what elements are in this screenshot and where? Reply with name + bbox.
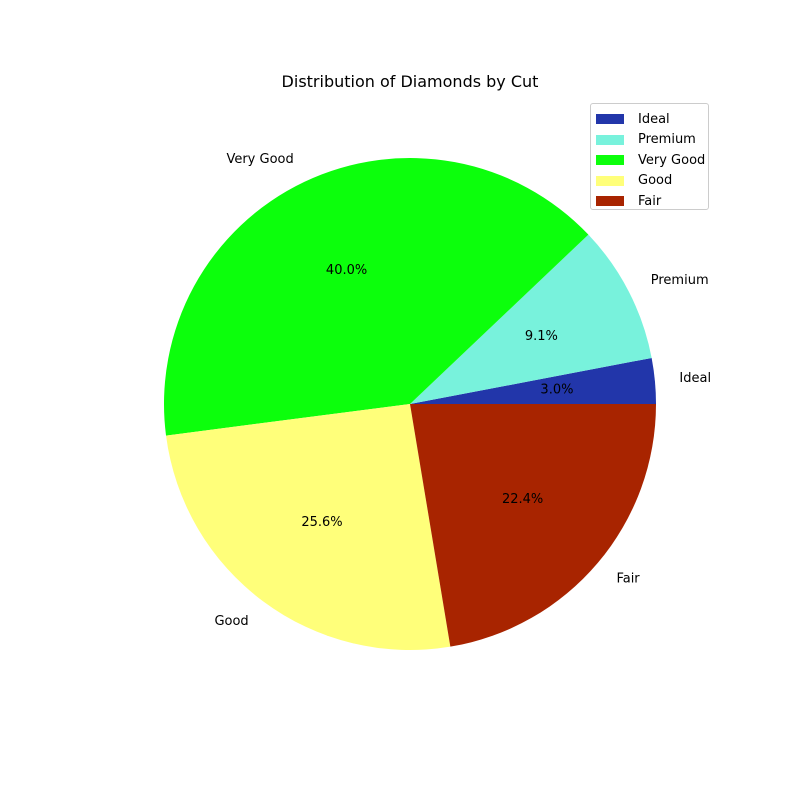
chart-title: Distribution of Diamonds by Cut — [281, 72, 539, 91]
pie-slice-very-good — [163, 158, 589, 436]
slice-label-good: Good — [214, 614, 248, 629]
legend-item-good: Good — [591, 171, 708, 192]
legend-swatch-good — [596, 175, 624, 186]
pie-slice-fair — [410, 404, 656, 647]
legend-item-fair: Fair — [591, 191, 708, 212]
legend-label-ideal: Ideal — [638, 111, 670, 127]
pie-slice-ideal — [410, 357, 656, 404]
percent-label-very-good: 40.0% — [326, 263, 367, 278]
percent-label-premium: 9.1% — [525, 329, 558, 344]
legend-swatch-fair — [596, 196, 624, 207]
slice-label-ideal: Ideal — [679, 371, 711, 386]
slice-label-very-good: Very Good — [226, 152, 293, 167]
legend: Ideal Premium Very Good Good Fair — [590, 103, 709, 210]
percent-label-ideal: 3.0% — [540, 383, 573, 398]
legend-label-very-good: Very Good — [638, 152, 706, 168]
legend-label-premium: Premium — [638, 132, 696, 148]
legend-label-good: Good — [638, 173, 673, 189]
legend-swatch-ideal — [596, 114, 624, 125]
legend-swatch-premium — [596, 134, 624, 145]
legend-item-ideal: Ideal — [591, 109, 708, 130]
slice-label-fair: Fair — [616, 571, 640, 586]
percent-label-good: 25.6% — [301, 515, 342, 530]
legend-swatch-very-good — [596, 155, 624, 166]
pie-slice-premium — [410, 234, 652, 404]
slice-label-premium: Premium — [651, 273, 709, 288]
percent-label-fair: 22.4% — [502, 492, 543, 507]
pie-slice-good — [166, 404, 451, 650]
legend-item-very-good: Very Good — [591, 150, 708, 171]
legend-label-fair: Fair — [638, 193, 662, 209]
legend-item-premium: Premium — [591, 130, 708, 151]
